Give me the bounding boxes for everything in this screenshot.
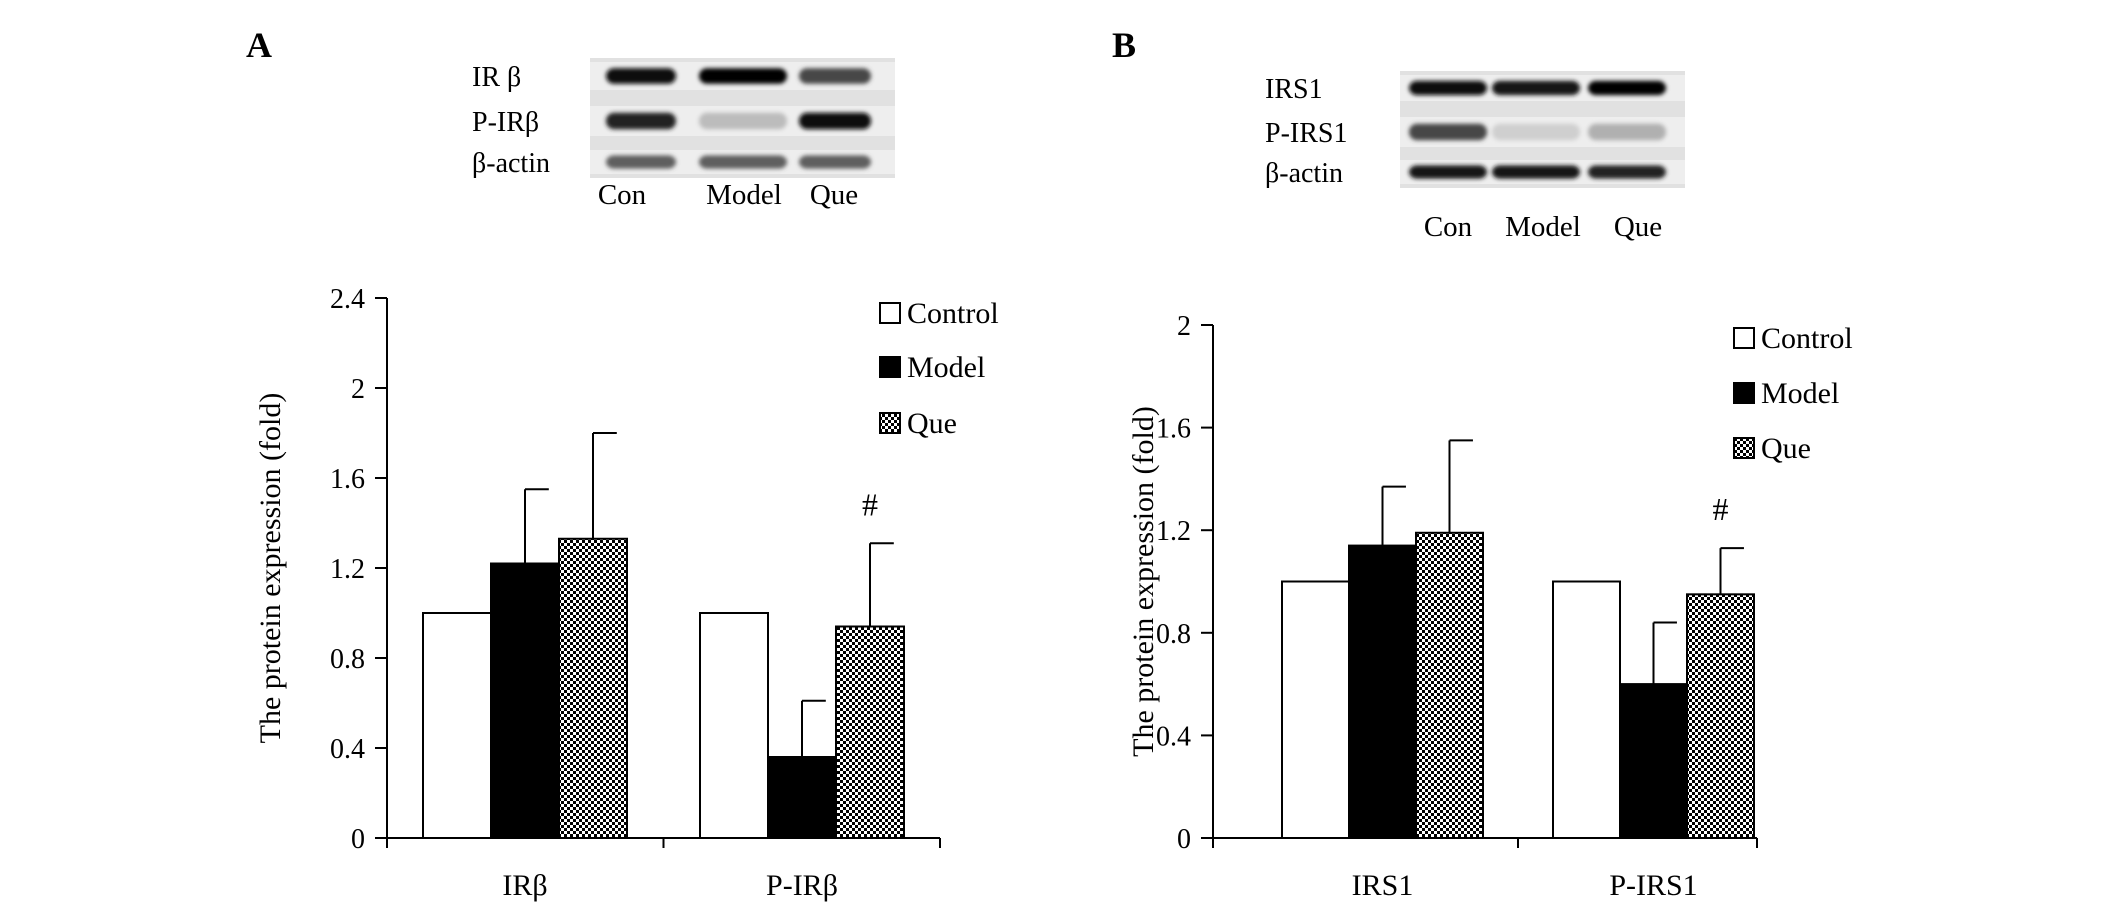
significance-mark: # <box>862 486 878 522</box>
legend-swatch-que <box>879 412 901 434</box>
y-tick-label: 2 <box>351 374 365 405</box>
blot-lane-label: Model <box>706 179 782 211</box>
y-tick-label: 1.6 <box>1156 414 1191 445</box>
y-tick-label: 0.8 <box>330 644 365 675</box>
blot-lane-label: Con <box>1424 211 1473 243</box>
legend-swatch-model <box>879 356 901 378</box>
legend-label: Que <box>1761 432 1811 465</box>
x-category-label: P-IRS1 <box>1609 869 1697 902</box>
bar-que <box>558 537 628 839</box>
blot-band <box>1492 123 1580 141</box>
y-axis-label: The protein expression (fold) <box>254 393 287 744</box>
y-tick-label: 1.6 <box>330 464 365 495</box>
y-tick-label: 2 <box>1177 311 1191 342</box>
legend-swatch-model <box>1733 382 1755 404</box>
blot-band <box>1409 165 1487 179</box>
y-tick-label: 0.4 <box>1156 721 1191 752</box>
blot-band <box>699 155 787 169</box>
blot-row-label: P-IRβ <box>472 107 539 138</box>
blot-band <box>606 155 676 169</box>
blot-lane-label: Model <box>1505 211 1581 243</box>
bar-que <box>835 625 905 839</box>
panel-letter: A <box>246 25 272 65</box>
blot-lane-label: Que <box>810 179 858 211</box>
bar-model <box>767 756 837 839</box>
legend-label: Model <box>907 351 985 384</box>
blot-band <box>1588 165 1666 179</box>
x-category-label: IRS1 <box>1352 869 1414 902</box>
y-tick-label: 1.2 <box>330 554 365 585</box>
legend-label: Control <box>907 297 999 330</box>
y-axis-label: The protein expression (fold) <box>1127 406 1160 757</box>
blot-band <box>1492 165 1580 179</box>
y-tick-label: 1.2 <box>1156 516 1191 547</box>
x-category-label: P-IRβ <box>766 869 838 902</box>
bar-control <box>422 612 492 839</box>
panel-letter: B <box>1112 25 1136 65</box>
bar-que <box>1686 593 1755 840</box>
y-tick-label: 2.4 <box>330 284 365 315</box>
bar-control <box>699 612 769 839</box>
legend-label: Model <box>1761 377 1839 410</box>
bar-control <box>1281 580 1350 839</box>
bar-model <box>1619 683 1688 839</box>
legend-label: Control <box>1761 322 1853 355</box>
blot-row-label: β-actin <box>472 148 550 179</box>
blot-band <box>606 112 676 130</box>
significance-mark: # <box>1713 491 1729 527</box>
blot-row-label: IRS1 <box>1265 74 1323 105</box>
blot-band <box>699 112 787 130</box>
y-tick-label: 0 <box>1177 824 1191 855</box>
bar-model <box>1348 544 1417 840</box>
blot-band <box>699 68 787 84</box>
blot-lane-label: Con <box>598 179 647 211</box>
legend-swatch-control <box>1733 327 1755 349</box>
bar-model <box>490 562 560 839</box>
blot-band <box>606 68 676 84</box>
blot-band <box>1588 123 1666 141</box>
blot-band <box>1409 80 1487 96</box>
blot-row-label: IR β <box>472 62 521 93</box>
blot-band <box>1588 80 1666 96</box>
legend-label: Que <box>907 407 957 440</box>
legend-swatch-que <box>1733 437 1755 459</box>
blot-band <box>799 68 871 84</box>
blot-band <box>799 112 871 130</box>
bar-que <box>1415 531 1484 839</box>
x-category-label: IRβ <box>502 869 547 902</box>
blot-band <box>799 155 871 169</box>
blot-row-label: β-actin <box>1265 158 1343 189</box>
blot-band <box>1409 123 1487 141</box>
blot-row-label: P-IRS1 <box>1265 118 1347 149</box>
y-tick-label: 0 <box>351 824 365 855</box>
bar-control <box>1552 580 1621 839</box>
y-tick-label: 0.8 <box>1156 619 1191 650</box>
legend-swatch-control <box>879 302 901 324</box>
blot-lane-label: Que <box>1614 211 1662 243</box>
blot-band <box>1492 80 1580 96</box>
y-tick-label: 0.4 <box>330 734 365 765</box>
